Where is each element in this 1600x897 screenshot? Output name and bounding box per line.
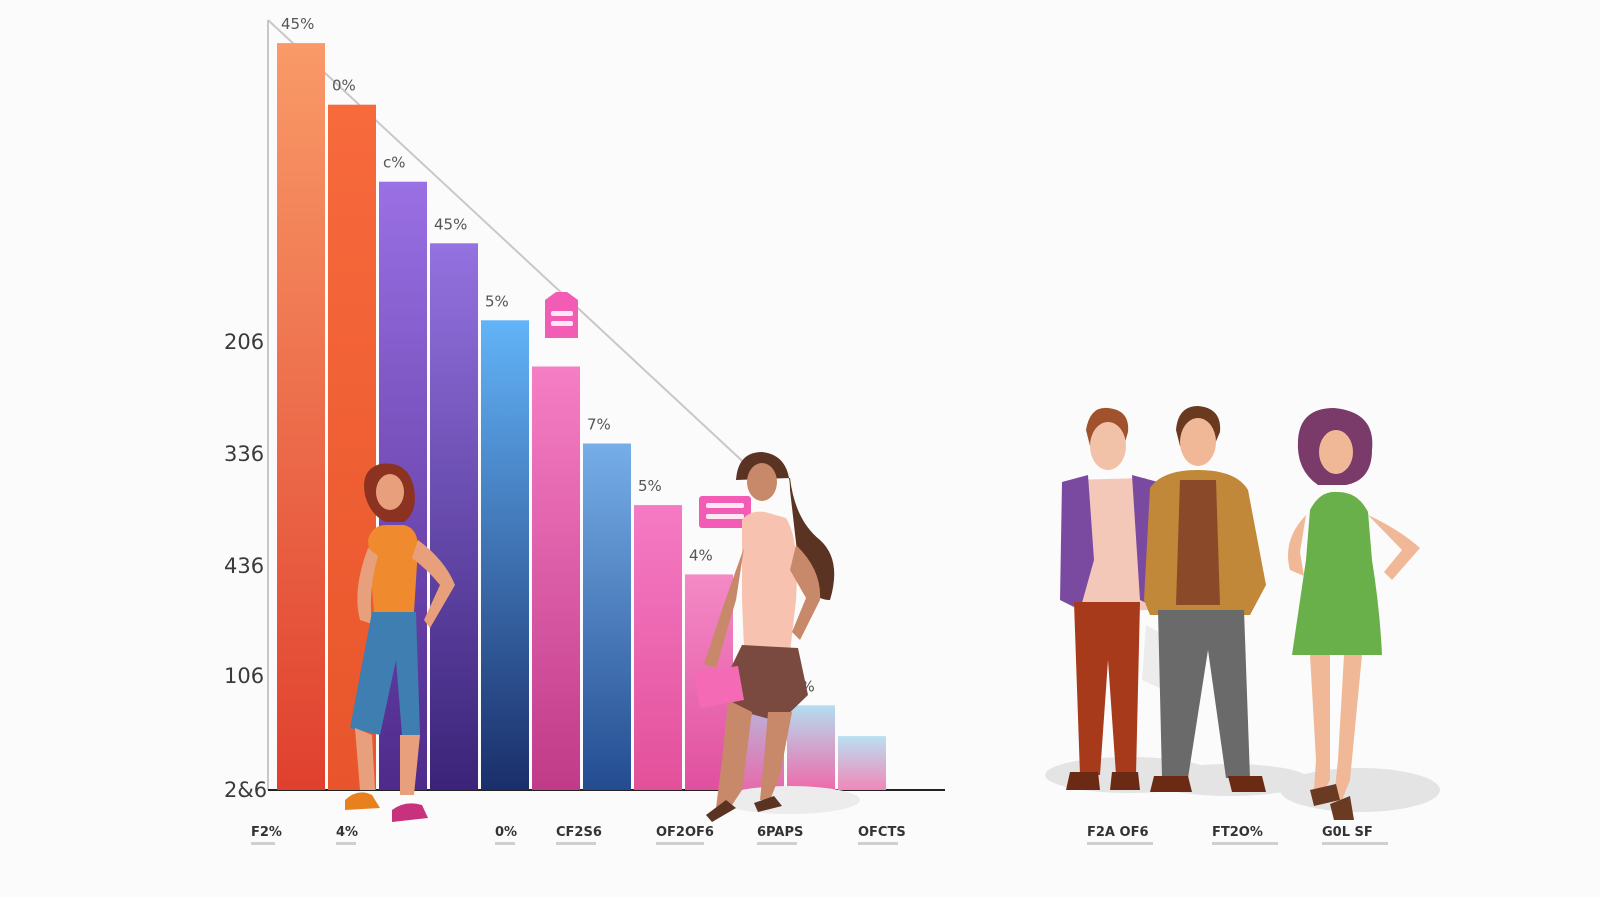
- value-labels: 45%0%c%45%5%7%5%4%1%: [281, 15, 815, 695]
- man-purple-jacket-illustration: [1060, 407, 1162, 790]
- price-tag-icon: [699, 496, 751, 528]
- y-tick-labels: 206 336 436 106 2&6: [224, 330, 267, 802]
- x-tick-label-5: OF2OF6: [656, 825, 714, 840]
- y-tick-label-3: 436: [224, 554, 264, 578]
- person-label-2: FT2O%: [1212, 825, 1263, 840]
- x-tick-underline: [556, 842, 596, 845]
- price-tag-icon: [545, 292, 578, 338]
- people-labels: F2A OF6 FT2O% G0L SF: [1087, 825, 1388, 845]
- person-label-1: F2A OF6: [1087, 825, 1149, 840]
- ground-shadow: [1280, 768, 1440, 812]
- x-tick-underline: [757, 842, 797, 845]
- bar-value-label-1: 45%: [281, 15, 314, 33]
- bar-4: [430, 243, 478, 791]
- x-tick-label-1: F2%: [251, 825, 282, 840]
- person-label-underline: [1322, 842, 1388, 845]
- x-tick-label-7: OFCTS: [858, 825, 906, 840]
- x-tick-label-2: 4%: [336, 825, 358, 840]
- y-tick-label-4: 106: [224, 664, 264, 688]
- bar-8: [634, 505, 682, 790]
- bars: [277, 43, 886, 791]
- bar-value-label-8: 5%: [638, 477, 662, 495]
- y-tick-label-2: 336: [224, 442, 264, 466]
- bar-value-label-2: 0%: [332, 77, 356, 95]
- bar-value-label-9: 4%: [689, 546, 713, 564]
- x-tick-label-4: CF2S6: [556, 825, 602, 840]
- bar-1: [277, 43, 325, 791]
- x-tick-underline: [336, 842, 356, 845]
- x-tick-underline: [858, 842, 898, 845]
- x-tick-underline: [251, 842, 275, 845]
- y-tick-label-1: 206: [224, 330, 264, 354]
- bar-7: [583, 443, 631, 790]
- person-label-underline: [1087, 842, 1153, 845]
- x-tick-underline: [656, 842, 704, 845]
- bar-11: [787, 705, 835, 790]
- person-label-underline: [1212, 842, 1278, 845]
- man-brown-jacket-illustration: [1142, 406, 1266, 792]
- x-tick-underline: [495, 842, 515, 845]
- woman-green-dress-illustration: [1288, 408, 1420, 820]
- woman-orange-top-illustration: [345, 463, 455, 822]
- bar-12: [838, 736, 886, 790]
- bar-value-label-5: 5%: [485, 292, 509, 310]
- bar-value-label-3: c%: [383, 154, 406, 172]
- x-tick-label-6: 6PAPS: [757, 825, 803, 840]
- person-label-3: G0L SF: [1322, 825, 1373, 840]
- bar-value-label-7: 7%: [587, 416, 611, 434]
- ground-shadow: [720, 786, 860, 814]
- trend-diagonal: [267, 19, 753, 471]
- bar-6: [532, 366, 580, 790]
- x-tick-labels: F2% 4% 0% CF2S6 OF2OF6 6PAPS OFCTS: [251, 825, 906, 845]
- bar-5: [481, 320, 529, 790]
- y-tick-label-5: 2&6: [224, 778, 267, 802]
- woman-long-hair-illustration: [694, 452, 835, 822]
- bar-value-label-4: 45%: [434, 215, 467, 233]
- x-tick-label-3: 0%: [495, 825, 517, 840]
